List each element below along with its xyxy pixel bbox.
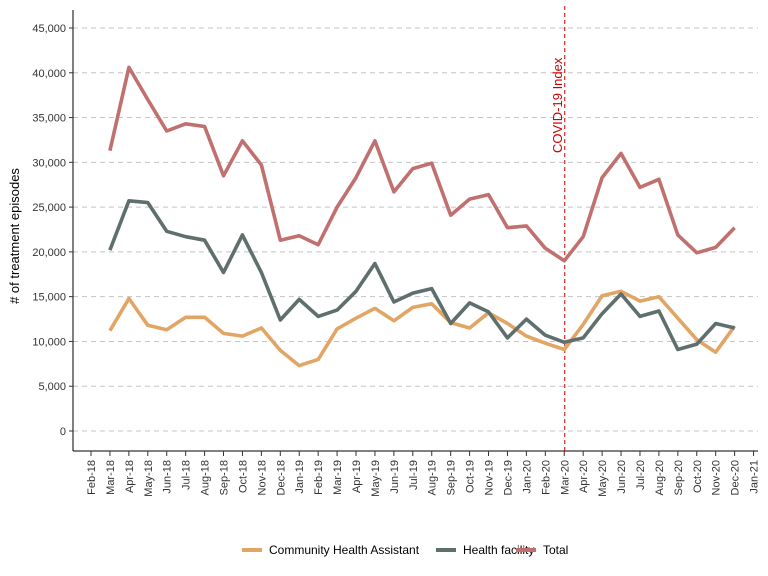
x-tick-label: Apr-20 xyxy=(578,460,590,493)
series-lines xyxy=(108,65,737,368)
x-tick-label: Jul-20 xyxy=(635,460,647,490)
x-tick-label: Feb-18 xyxy=(86,460,98,495)
x-tick-label: Jan-20 xyxy=(521,460,533,494)
y-tick-label: 30,000 xyxy=(32,157,66,169)
covid-annotation: COVID-19 Index xyxy=(550,6,566,451)
y-tick-label: 25,000 xyxy=(32,202,66,214)
x-tick-label: Nov-19 xyxy=(484,460,496,495)
x-tick-label: Apr-18 xyxy=(124,460,136,493)
y-axis-ticks: 0 5,000 10,000 15,000 20,000 25,000 30,000 35,0… xyxy=(32,23,73,438)
legend-label: Community Health Assistant xyxy=(269,543,420,557)
x-tick-label: May-19 xyxy=(370,460,382,497)
series-line-community-health-assistant xyxy=(108,289,737,368)
covid-marker-label: COVID-19 Index xyxy=(550,57,565,153)
x-tick-label: Mar-20 xyxy=(559,460,571,495)
series-line-total xyxy=(108,65,736,263)
x-tick-label: Jun-19 xyxy=(389,460,401,494)
series-line-health-facility xyxy=(108,199,736,352)
x-tick-label: Oct-18 xyxy=(237,460,249,493)
x-tick-label: Jul-18 xyxy=(181,460,193,490)
x-tick-label: Nov-18 xyxy=(256,460,268,495)
x-tick-label: Aug-20 xyxy=(654,460,666,495)
x-tick-label: Dec-18 xyxy=(275,460,287,495)
legend-label: Health facility xyxy=(463,543,534,557)
x-tick-label: May-20 xyxy=(597,460,609,497)
x-tick-label: Jun-18 xyxy=(162,460,174,494)
x-tick-label: Dec-19 xyxy=(502,460,514,495)
x-tick-label: Jan-19 xyxy=(294,460,306,494)
y-tick-label: 35,000 xyxy=(32,113,66,125)
x-tick-label: Aug-18 xyxy=(200,460,212,495)
legend: Community Health Assistant Health facilit… xyxy=(242,543,568,557)
x-tick-label: Aug-19 xyxy=(427,460,439,495)
y-tick-label: 20,000 xyxy=(32,247,66,259)
x-tick-label: Sep-19 xyxy=(446,460,458,495)
x-tick-label: Jun-20 xyxy=(616,460,628,494)
x-tick-label: May-18 xyxy=(143,460,155,497)
y-tick-label: 45,000 xyxy=(32,23,66,35)
y-tick-label: 40,000 xyxy=(32,68,66,80)
y-tick-label: 0 xyxy=(60,426,66,438)
x-tick-label: Oct-20 xyxy=(692,460,704,493)
x-tick-label: Nov-20 xyxy=(711,460,723,495)
x-tick-label: Sep-20 xyxy=(673,460,685,495)
y-tick-label: 15,000 xyxy=(32,292,66,304)
x-axis-ticks: Feb-18 Mar-18 Apr-18 May-18 Jun-18 Jul-18 Aug-… xyxy=(86,451,761,497)
x-tick-label: Mar-19 xyxy=(332,460,344,495)
axes xyxy=(72,10,758,452)
x-tick-label: Feb-19 xyxy=(313,460,325,495)
x-tick-label: Dec-20 xyxy=(730,460,742,495)
y-axis-title: # of treatment episodes xyxy=(7,168,22,304)
x-tick-label: Apr-19 xyxy=(351,460,363,493)
gridlines xyxy=(73,27,758,432)
x-tick-label: Jul-19 xyxy=(408,460,420,490)
x-tick-label: Mar-18 xyxy=(105,460,117,495)
y-tick-label: 10,000 xyxy=(32,336,66,348)
y-tick-label: 5,000 xyxy=(38,381,66,393)
x-tick-label: Sep-18 xyxy=(219,460,231,495)
x-tick-label: Feb-20 xyxy=(540,460,552,495)
x-tick-label: Oct-19 xyxy=(465,460,477,493)
x-tick-label: Jan-21 xyxy=(749,460,761,494)
legend-label: Total xyxy=(543,543,568,557)
